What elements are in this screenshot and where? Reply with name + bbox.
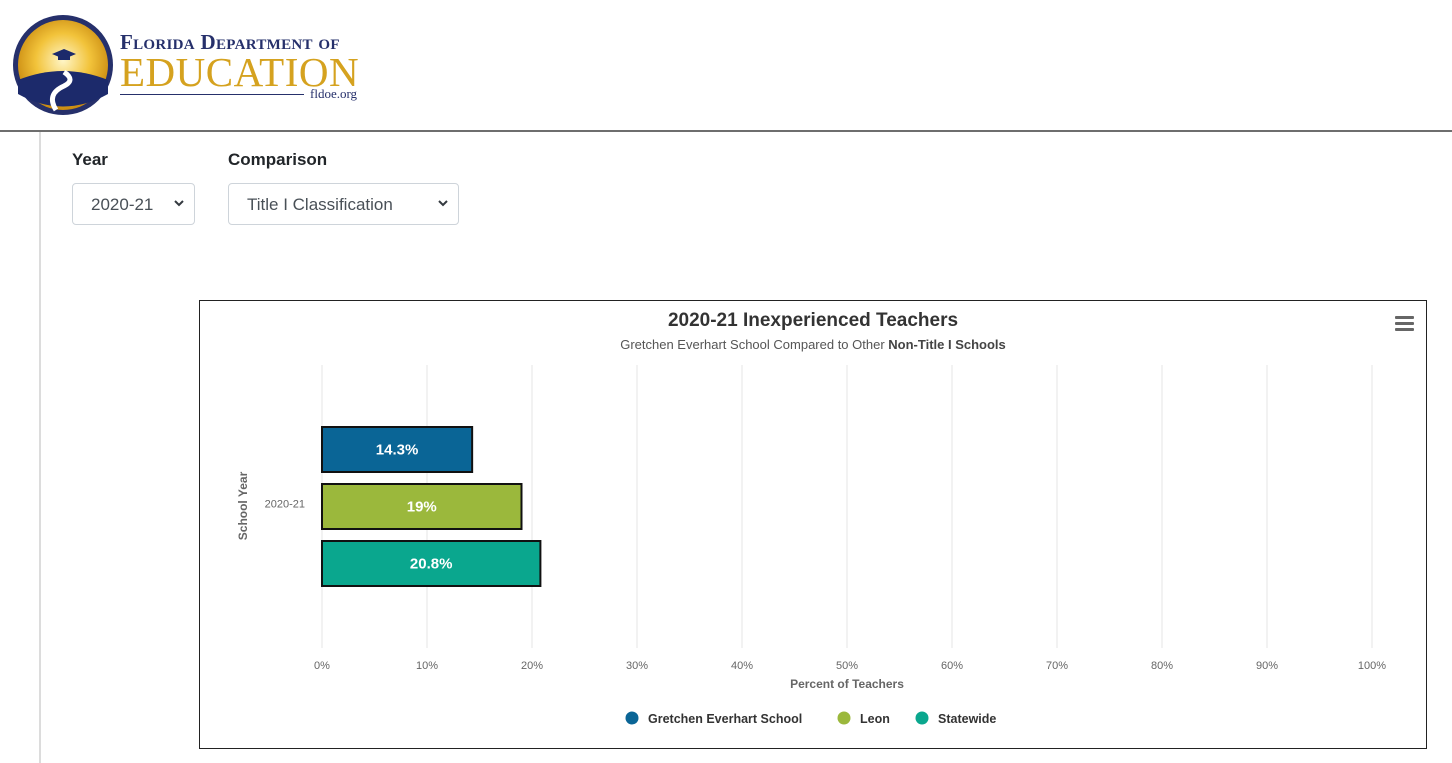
fldoe-logo-text[interactable]: Florida Department of EDUCATION fldoe.or…	[120, 30, 360, 101]
logo-url: fldoe.org	[310, 86, 358, 101]
year-select-value: 2020-21	[91, 195, 154, 214]
x-axis-label: Percent of Teachers	[790, 677, 904, 691]
legend-marker	[915, 711, 929, 725]
legend-item: Leon	[860, 712, 890, 726]
year-label: Year	[72, 150, 108, 169]
chart-title: 2020-21 Inexperienced Teachers	[668, 310, 958, 331]
y-axis-label: School Year	[236, 471, 250, 540]
x-tick-label: 40%	[731, 660, 753, 672]
comparison-select[interactable]: Title I Classification	[228, 183, 459, 225]
legend-item: Statewide	[938, 712, 996, 726]
bar-statewide	[321, 540, 542, 587]
chevron-down-icon	[174, 200, 184, 207]
logo-line2: EDUCATION	[120, 49, 360, 95]
fldoe-seal-icon[interactable]	[12, 14, 114, 116]
x-tick-label: 60%	[941, 660, 963, 672]
site-header: Florida Department of EDUCATION fldoe.or…	[0, 0, 1452, 132]
chevron-down-icon	[438, 200, 448, 207]
x-tick-label: 70%	[1046, 660, 1068, 672]
x-tick-label: 0%	[314, 660, 330, 672]
x-tick-label: 10%	[416, 660, 438, 672]
inexperienced-teachers-chart: 2020-21 Inexperienced Teachers Gretchen E…	[236, 310, 1386, 726]
comparison-label: Comparison	[228, 150, 328, 169]
bar-data-label: 14.3%	[376, 442, 419, 459]
legend-marker	[625, 711, 639, 725]
bar-data-label: 20.8%	[410, 556, 453, 573]
chart-menu-icon[interactable]	[1395, 316, 1415, 334]
x-tick-label: 90%	[1256, 660, 1278, 672]
year-select[interactable]: 2020-21	[72, 183, 195, 225]
x-tick-label: 30%	[626, 660, 648, 672]
bar-data-label: 19%	[407, 499, 437, 516]
logo-rule	[120, 94, 304, 95]
logo-line1: Florida Department of	[120, 30, 340, 54]
legend-item: Gretchen Everhart School	[648, 712, 802, 726]
chart-subtitle-bold: Non-Title I Schools	[888, 337, 1006, 352]
x-tick-label: 20%	[521, 660, 543, 672]
bar-gretchen-everhart-school	[321, 426, 474, 473]
x-tick-label: 100%	[1358, 660, 1386, 672]
comparison-select-value: Title I Classification	[247, 195, 393, 214]
chart-container	[199, 300, 1427, 749]
y-category-label: 2020-21	[265, 499, 305, 511]
bar-leon	[321, 483, 523, 530]
x-tick-label: 50%	[836, 660, 858, 672]
chart-subtitle-prefix: Gretchen Everhart School Compared to Oth…	[620, 337, 888, 352]
legend-marker	[837, 711, 851, 725]
chart-subtitle: Gretchen Everhart School Compared to Oth…	[620, 337, 1006, 352]
x-tick-label: 80%	[1151, 660, 1173, 672]
content-left-border	[39, 132, 41, 763]
